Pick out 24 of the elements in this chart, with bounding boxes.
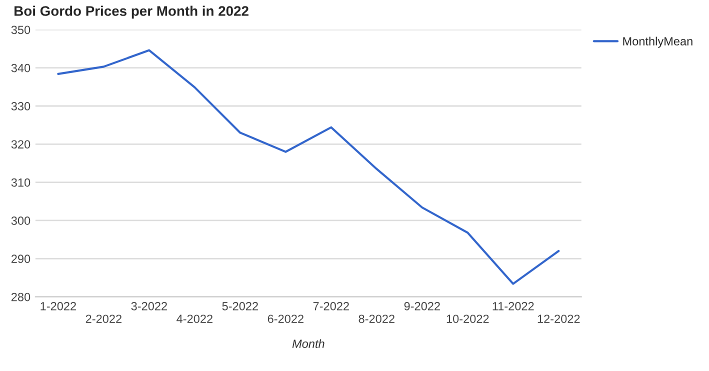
legend-label: MonthlyMean: [623, 36, 692, 48]
line-series: [57, 49, 560, 285]
y-tick-label: 300: [11, 216, 30, 225]
x-tick-label: 2-2022: [86, 314, 122, 324]
x-tick-label: 11-2022: [492, 302, 534, 310]
x-tick-label: 8-2022: [358, 314, 394, 324]
x-tick-label: 5-2022: [222, 302, 258, 310]
y-tick-label: 320: [11, 140, 30, 149]
y-tick-label: 290: [11, 254, 30, 264]
y-tick-label: 340: [11, 64, 30, 72]
y-tick-label: 310: [11, 178, 30, 187]
x-tick-label: 4-2022: [176, 314, 212, 324]
x-axis-title: Month: [292, 339, 324, 348]
chart-title: Boi Gordo Prices per Month in 2022: [14, 6, 248, 19]
x-tick-label: 3-2022: [131, 302, 167, 310]
y-tick-label: 330: [11, 102, 30, 110]
x-tick-label: 12-2022: [538, 314, 580, 324]
y-tick-label: 280: [11, 292, 30, 302]
x-tick-label: 7-2022: [313, 302, 349, 310]
x-tick-label: 6-2022: [268, 314, 304, 324]
x-tick-label: 10-2022: [446, 314, 489, 324]
y-tick-label: 350: [11, 26, 30, 34]
x-tick-label: 9-2022: [404, 302, 440, 310]
x-tick-label: 1-2022: [40, 302, 76, 310]
